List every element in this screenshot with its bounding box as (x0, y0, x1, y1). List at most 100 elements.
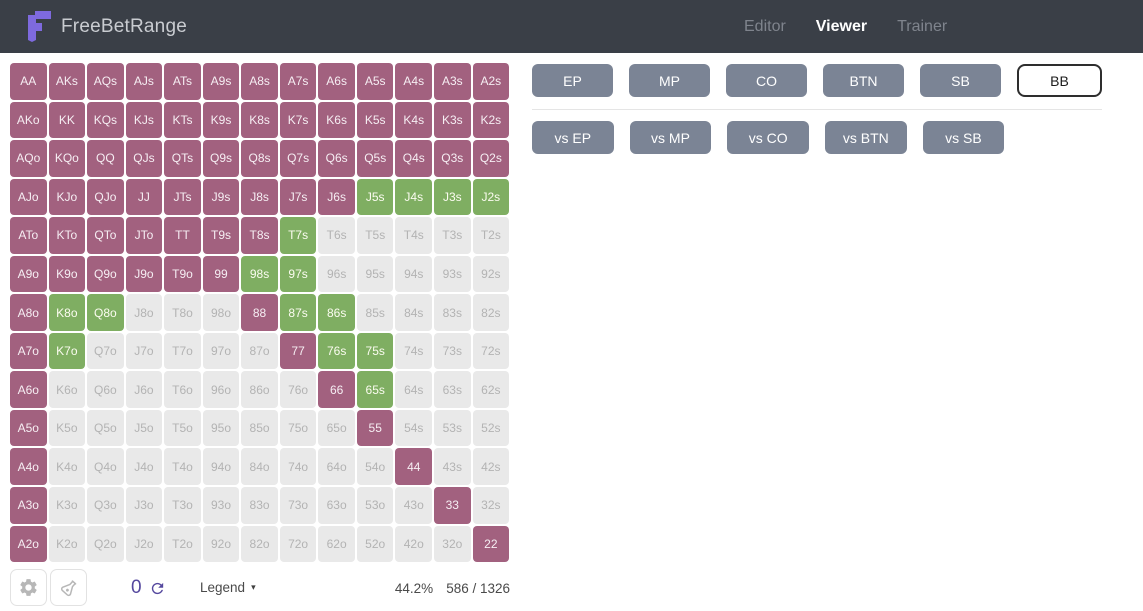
hand-cell-K4o[interactable]: K4o (48, 448, 86, 486)
hand-cell-QJo[interactable]: QJo (87, 178, 124, 216)
hand-cell-Q6s[interactable]: Q6s (318, 140, 355, 177)
hand-cell-94o[interactable]: 94o (202, 448, 240, 486)
hand-cell-T2s[interactable]: T2s (472, 217, 510, 254)
hand-cell-74o[interactable]: 74o (279, 448, 317, 486)
hand-cell-K5s[interactable]: K5s (356, 101, 394, 139)
hand-cell-75s[interactable]: 75s (356, 332, 394, 370)
hand-cell-87s[interactable]: 87s (279, 294, 317, 331)
hand-cell-K2o[interactable]: K2o (48, 525, 86, 563)
vs-button-vs-ep[interactable]: vs EP (532, 121, 614, 154)
hand-cell-J8o[interactable]: J8o (125, 294, 163, 331)
hand-cell-72o[interactable]: 72o (279, 525, 317, 563)
hand-cell-QQ[interactable]: QQ (87, 140, 124, 177)
hand-cell-QJs[interactable]: QJs (125, 140, 163, 177)
hand-cell-J6s[interactable]: J6s (318, 178, 355, 216)
hand-cell-96s[interactable]: 96s (318, 255, 355, 293)
hand-cell-J9s[interactable]: J9s (202, 178, 240, 216)
hand-cell-85o[interactable]: 85o (241, 409, 278, 447)
hand-cell-K8o[interactable]: K8o (48, 294, 86, 331)
hand-cell-65s[interactable]: 65s (356, 371, 394, 408)
hand-cell-K4s[interactable]: K4s (395, 101, 433, 139)
settings-button[interactable] (10, 569, 47, 606)
hand-cell-K6s[interactable]: K6s (318, 101, 355, 139)
hand-cell-T6s[interactable]: T6s (318, 217, 355, 254)
hand-cell-Q4s[interactable]: Q4s (395, 140, 433, 177)
vs-button-vs-mp[interactable]: vs MP (629, 121, 712, 154)
hand-cell-96o[interactable]: 96o (202, 371, 240, 408)
hand-cell-T3s[interactable]: T3s (434, 217, 471, 254)
hand-cell-52s[interactable]: 52s (472, 409, 510, 447)
hand-cell-T9o[interactable]: T9o (164, 255, 201, 293)
hand-cell-T7s[interactable]: T7s (279, 217, 317, 254)
hand-cell-83o[interactable]: 83o (241, 487, 278, 524)
hand-cell-JTs[interactable]: JTs (164, 178, 201, 216)
trainer-flask-button[interactable] (50, 569, 87, 606)
hand-cell-97s[interactable]: 97s (279, 255, 317, 293)
hand-cell-T6o[interactable]: T6o (164, 371, 201, 408)
hand-cell-86o[interactable]: 86o (241, 371, 278, 408)
hand-cell-Q7o[interactable]: Q7o (87, 332, 124, 370)
hand-cell-Q8s[interactable]: Q8s (241, 140, 278, 177)
hand-cell-95o[interactable]: 95o (202, 409, 240, 447)
hand-cell-T8s[interactable]: T8s (241, 217, 278, 254)
hand-cell-A9o[interactable]: A9o (10, 255, 47, 293)
hand-cell-T8o[interactable]: T8o (164, 294, 201, 331)
hand-cell-JTo[interactable]: JTo (125, 217, 163, 254)
hand-cell-54o[interactable]: 54o (356, 448, 394, 486)
hand-cell-AJo[interactable]: AJo (10, 178, 47, 216)
hand-cell-K7o[interactable]: K7o (48, 332, 86, 370)
nav-tab-editor[interactable]: Editor (744, 17, 786, 35)
hand-cell-Q2o[interactable]: Q2o (87, 525, 124, 563)
hand-cell-72s[interactable]: 72s (472, 332, 510, 370)
hand-cell-Q2s[interactable]: Q2s (472, 140, 510, 177)
hand-cell-J8s[interactable]: J8s (241, 178, 278, 216)
nav-tab-trainer[interactable]: Trainer (897, 17, 948, 35)
hand-cell-88[interactable]: 88 (241, 294, 278, 331)
hand-cell-93s[interactable]: 93s (434, 255, 471, 293)
legend-dropdown[interactable]: Legend ▾ (200, 580, 256, 595)
hand-cell-22[interactable]: 22 (472, 525, 510, 563)
hand-cell-95s[interactable]: 95s (356, 255, 394, 293)
hand-cell-A9s[interactable]: A9s (202, 63, 240, 100)
hand-cell-66[interactable]: 66 (318, 371, 355, 408)
hand-cell-42o[interactable]: 42o (395, 525, 433, 563)
hand-cell-T4o[interactable]: T4o (164, 448, 201, 486)
hand-cell-84s[interactable]: 84s (395, 294, 433, 331)
hand-cell-KJo[interactable]: KJo (48, 178, 86, 216)
hand-cell-J3o[interactable]: J3o (125, 487, 163, 524)
hand-cell-KJs[interactable]: KJs (125, 101, 163, 139)
hand-cell-AKs[interactable]: AKs (48, 63, 86, 100)
hand-cell-76o[interactable]: 76o (279, 371, 317, 408)
hand-cell-T3o[interactable]: T3o (164, 487, 201, 524)
hand-cell-J2s[interactable]: J2s (472, 178, 510, 216)
position-button-co[interactable]: CO (726, 64, 807, 97)
hand-cell-K3s[interactable]: K3s (434, 101, 471, 139)
hand-cell-A5s[interactable]: A5s (356, 63, 394, 100)
hand-cell-76s[interactable]: 76s (318, 332, 355, 370)
hand-cell-J5s[interactable]: J5s (356, 178, 394, 216)
hand-cell-KQs[interactable]: KQs (87, 101, 124, 139)
hand-cell-A4o[interactable]: A4o (10, 448, 47, 486)
hand-cell-43o[interactable]: 43o (395, 487, 433, 524)
hand-cell-92o[interactable]: 92o (202, 525, 240, 563)
hand-cell-82s[interactable]: 82s (472, 294, 510, 331)
hand-cell-Q7s[interactable]: Q7s (279, 140, 317, 177)
hand-cell-55[interactable]: 55 (356, 409, 394, 447)
hand-cell-86s[interactable]: 86s (318, 294, 355, 331)
vs-button-vs-co[interactable]: vs CO (727, 121, 809, 154)
hand-cell-Q4o[interactable]: Q4o (87, 448, 124, 486)
hand-cell-83s[interactable]: 83s (434, 294, 471, 331)
hand-cell-98s[interactable]: 98s (241, 255, 278, 293)
hand-cell-75o[interactable]: 75o (279, 409, 317, 447)
hand-cell-QTs[interactable]: QTs (164, 140, 201, 177)
hand-cell-Q6o[interactable]: Q6o (87, 371, 124, 408)
hand-cell-J7o[interactable]: J7o (125, 332, 163, 370)
hand-cell-Q9s[interactable]: Q9s (202, 140, 240, 177)
hand-cell-AJs[interactable]: AJs (125, 63, 163, 100)
hand-cell-A4s[interactable]: A4s (395, 63, 433, 100)
hand-cell-64s[interactable]: 64s (395, 371, 433, 408)
hand-cell-87o[interactable]: 87o (241, 332, 278, 370)
hand-cell-84o[interactable]: 84o (241, 448, 278, 486)
hand-cell-KQo[interactable]: KQo (48, 140, 86, 177)
hand-cell-QTo[interactable]: QTo (87, 217, 124, 254)
